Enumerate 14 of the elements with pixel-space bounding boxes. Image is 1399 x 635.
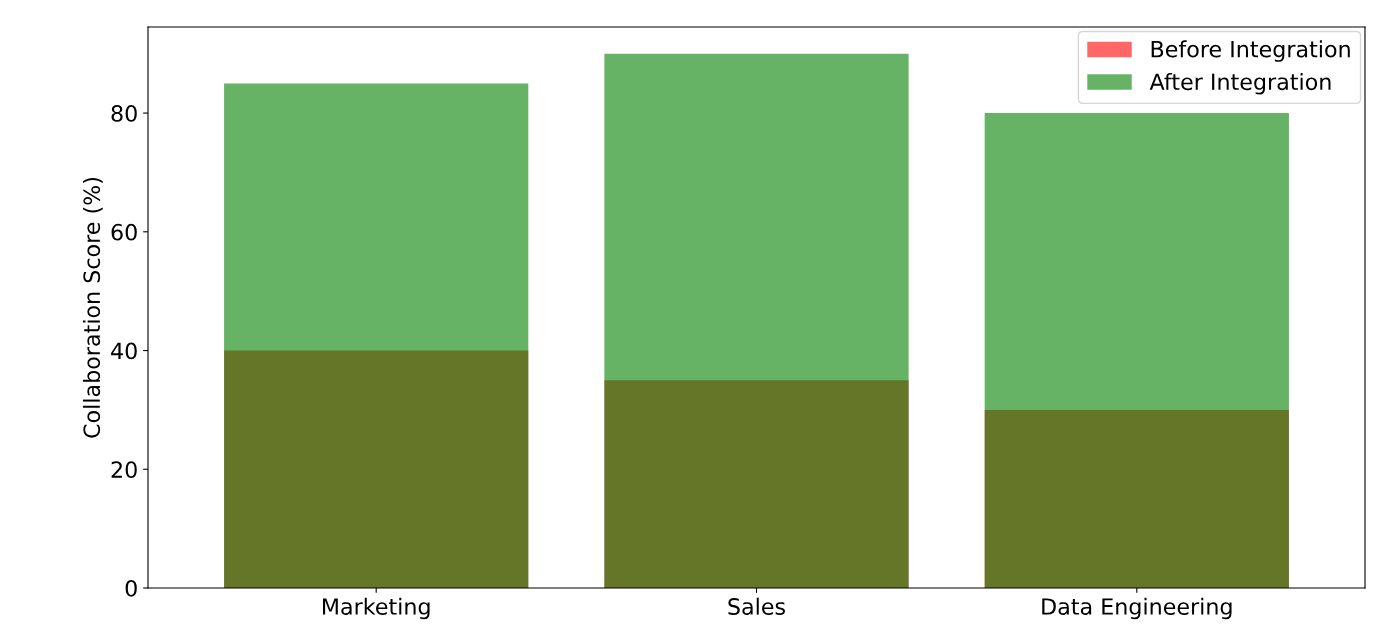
legend-label: After Integration — [1149, 72, 1331, 95]
y-axis-title: Collaboration Score (%) — [82, 177, 103, 438]
y-tick-label: 80 — [111, 105, 137, 122]
x-tick-label: Marketing — [323, 597, 430, 620]
bar — [604, 53, 909, 588]
y-tick-label: 60 — [111, 223, 137, 241]
x-tick-label: Sales — [728, 597, 785, 615]
bar — [984, 113, 1289, 588]
bar — [224, 83, 529, 588]
y-tick-label: 20 — [111, 461, 137, 479]
y-tick-label: 0 — [125, 579, 137, 597]
x-tick-label: Data Engineering — [1042, 597, 1232, 620]
legend-label: Before Integration — [1151, 40, 1350, 62]
y-tick-label: 40 — [111, 342, 137, 360]
